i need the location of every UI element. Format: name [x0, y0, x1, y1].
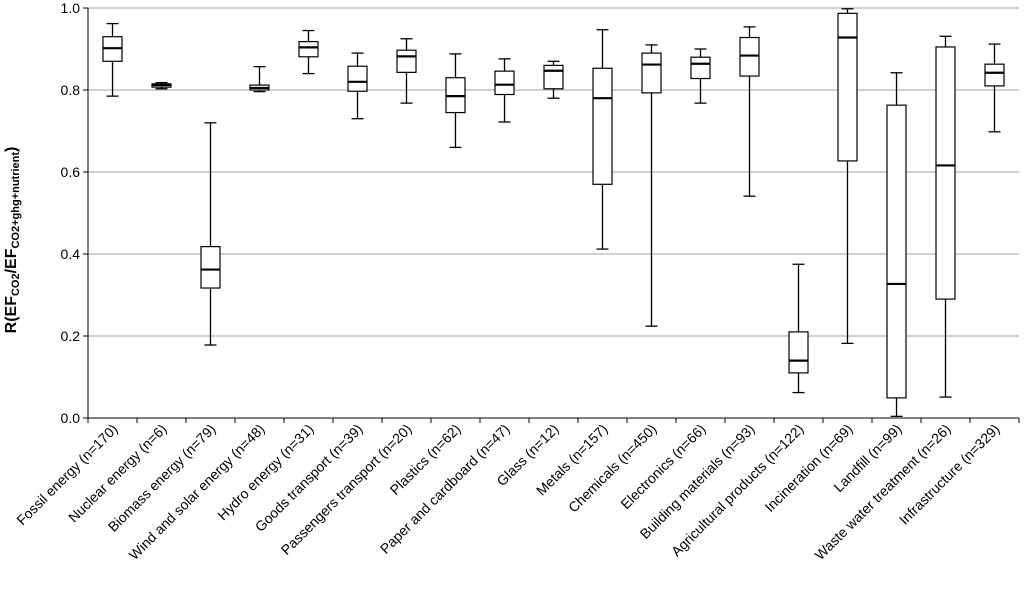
- category-label: Electronics (n=66): [617, 421, 708, 512]
- box-iqr: [347, 65, 368, 92]
- box-2: [200, 122, 221, 346]
- box-iqr: [592, 67, 613, 185]
- y-axis-title-main: R(EF: [3, 296, 20, 334]
- category-label: Infrastructure (n=329): [896, 421, 1003, 528]
- box-8: [494, 58, 515, 123]
- box-iqr: [739, 36, 760, 77]
- box-15: [837, 8, 858, 345]
- box-13: [739, 26, 760, 197]
- box-1: [151, 81, 172, 90]
- box-17: [935, 35, 956, 398]
- box-iqr: [788, 331, 809, 374]
- category-label: Chemicals (n=450): [565, 421, 660, 516]
- box-16: [886, 72, 907, 418]
- box-5: [347, 52, 368, 120]
- box-18: [984, 43, 1005, 133]
- y-axis-title: R(EFCO2/EFCO2+ghg+nutrient): [3, 147, 22, 334]
- box-4: [298, 29, 319, 75]
- y-axis-title-sub2: CO2+ghg+nutrient: [10, 152, 22, 249]
- box-iqr: [543, 64, 564, 90]
- box-iqr: [935, 46, 956, 300]
- axes: [83, 7, 1020, 423]
- box-3: [249, 65, 270, 93]
- box-iqr: [984, 63, 1005, 87]
- y-axis-title-close: ): [3, 147, 20, 152]
- y-axis-title-sub1: CO2: [10, 273, 22, 296]
- box-iqr: [690, 56, 711, 80]
- gridlines: [88, 7, 1019, 337]
- category-label: Incineration (n=69): [761, 421, 855, 515]
- box-11: [641, 44, 662, 327]
- box-12: [690, 48, 711, 104]
- box-iqr: [886, 104, 907, 399]
- boxes: [102, 8, 1005, 418]
- y-tick-label: 0.4: [61, 246, 81, 262]
- category-label: Hydro energy (n=31): [214, 421, 316, 523]
- box-iqr: [396, 49, 417, 73]
- box-iqr: [298, 41, 319, 58]
- box-14: [788, 263, 809, 394]
- box-iqr: [200, 246, 221, 289]
- y-tick-label: 0.2: [61, 328, 81, 344]
- category-labels: Fossil energy (n=170)Nuclear energy (n=6…: [13, 421, 1002, 563]
- y-axis-title-slash: /EF: [3, 248, 20, 273]
- box-0: [102, 22, 123, 97]
- box-7: [445, 53, 466, 149]
- box-iqr: [494, 70, 515, 96]
- y-tick-label: 0.8: [61, 82, 81, 98]
- y-tick-label: 0.6: [61, 164, 81, 180]
- box-10: [592, 29, 613, 250]
- box-9: [543, 60, 564, 99]
- y-tick-label: 1.0: [61, 0, 81, 16]
- y-tick-labels: 0.0 0.2 0.4 0.6 0.8 1.0: [61, 0, 81, 426]
- box-iqr: [641, 52, 662, 94]
- box-6: [396, 38, 417, 104]
- y-tick-label: 0.0: [61, 410, 81, 426]
- box-iqr: [837, 12, 858, 162]
